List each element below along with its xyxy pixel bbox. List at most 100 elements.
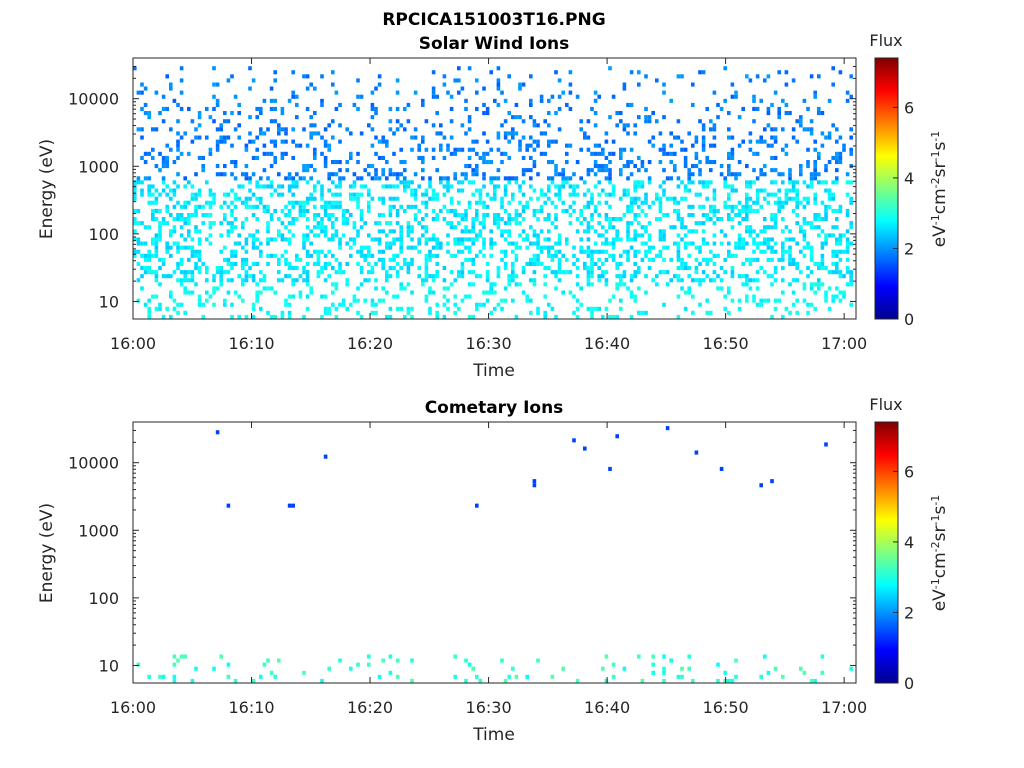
spectrogram-cell — [554, 286, 558, 291]
spectrogram-cell — [255, 229, 259, 234]
spectrogram-cell — [475, 217, 479, 222]
spectrogram-cell — [637, 221, 641, 226]
spectrogram-cell — [651, 200, 655, 205]
spectrogram-cell — [496, 266, 501, 271]
spectrogram-cell — [356, 298, 360, 303]
spectrogram-cell — [302, 168, 306, 173]
spectrogram-cell — [813, 172, 817, 177]
spectrogram-cell — [575, 314, 580, 319]
spectrogram-cell — [165, 106, 169, 111]
spectrogram-cell — [334, 106, 339, 111]
spectrogram-cell — [424, 266, 429, 271]
spectrogram-cell — [766, 123, 771, 128]
spectrogram-cell — [806, 221, 810, 226]
spectrogram-cell — [482, 213, 486, 218]
spectrogram-cell — [323, 294, 328, 299]
spectrogram-cell — [377, 674, 382, 679]
spectrogram-cell — [597, 168, 601, 173]
spectrogram-cell — [496, 176, 501, 181]
spectrogram-cell — [367, 123, 371, 128]
spectrogram-cell — [431, 245, 436, 250]
spectrogram-cell — [262, 143, 267, 148]
spectrogram-cell — [831, 249, 835, 254]
spectrogram-cell — [676, 119, 681, 124]
spectrogram-cell — [460, 172, 465, 177]
spectrogram-cell — [352, 221, 357, 226]
spectrogram-cell — [547, 229, 551, 234]
spectrogram-cell — [356, 204, 360, 209]
spectrogram-cell — [687, 213, 691, 218]
spectrogram-cell — [349, 213, 353, 218]
spectrogram-cell — [820, 200, 825, 205]
spectrogram-cell — [187, 221, 191, 226]
spectrogram-cell — [388, 213, 393, 218]
spectrogram-cell — [532, 261, 537, 266]
spectrogram-cell — [845, 282, 850, 287]
spectrogram-cell — [453, 151, 457, 156]
spectrogram-cell — [212, 82, 216, 87]
spectrogram-cell — [712, 143, 717, 148]
spectrogram-cell — [428, 274, 432, 279]
spectrogram-cell — [676, 184, 681, 189]
spectrogram-cell — [791, 127, 796, 132]
spectrogram-cell — [543, 237, 547, 242]
spectrogram-cell — [457, 274, 461, 279]
spectrogram-cell — [813, 217, 817, 222]
spectrogram-cell — [521, 290, 526, 295]
spectrogram-cell — [590, 266, 594, 271]
spectrogram-cell — [237, 274, 241, 279]
spectrogram-cell — [694, 270, 699, 275]
spectrogram-cell — [773, 241, 778, 246]
spectrogram-cell — [795, 119, 799, 124]
spectrogram-cell — [197, 135, 202, 140]
spectrogram-cell — [388, 172, 393, 177]
spectrogram-cell — [367, 172, 371, 177]
spectrogram-cell — [262, 208, 267, 213]
spectrogram-cell — [143, 270, 148, 275]
spectrogram-cell — [313, 168, 317, 173]
spectrogram-cell — [503, 151, 508, 156]
spectrogram-cell — [381, 139, 385, 144]
spectrogram-cell — [403, 106, 407, 111]
spectrogram-cell — [611, 294, 616, 299]
spectrogram-cell — [233, 196, 238, 201]
spectrogram-cell — [647, 115, 652, 120]
spectrogram-cell — [611, 184, 616, 189]
spectrogram-cell — [662, 82, 666, 87]
spectrogram-cell — [586, 266, 591, 271]
spectrogram-cell — [568, 90, 573, 95]
spectrogram-cell — [428, 310, 432, 315]
spectrogram-cell — [471, 261, 475, 266]
spectrogram-cell — [449, 184, 454, 189]
spectrogram-cell — [291, 503, 295, 508]
spectrogram-cell — [590, 200, 594, 205]
spectrogram-cell — [579, 237, 583, 242]
spectrogram-cell — [320, 102, 324, 107]
spectrogram-cell — [435, 302, 439, 307]
spectrogram-cell — [453, 654, 457, 659]
spectrogram-cell — [154, 200, 159, 205]
spectrogram-cell — [525, 237, 529, 242]
spectrogram-cell — [251, 237, 256, 242]
spectrogram-cell — [338, 658, 342, 663]
spectrogram-cell — [295, 102, 299, 107]
spectrogram-cell — [251, 274, 256, 279]
spectrogram-cell — [507, 229, 511, 234]
spectrogram-cell — [161, 261, 166, 266]
spectrogram-cell — [169, 196, 173, 201]
spectrogram-cell — [295, 184, 299, 189]
spectrogram-cell — [194, 225, 198, 230]
spectrogram-cell — [406, 184, 411, 189]
spectrogram-cell — [727, 151, 731, 156]
spectrogram-cell — [737, 172, 742, 177]
spectrogram-cell — [140, 274, 144, 279]
spectrogram-cell — [230, 172, 234, 177]
spectrogram-cell — [701, 180, 706, 185]
spectrogram-cell — [493, 192, 497, 197]
spectrogram-cell — [442, 278, 447, 283]
spectrogram-cell — [316, 131, 321, 136]
spectrogram-cell — [179, 261, 184, 266]
spectrogram-cell — [514, 245, 519, 250]
spectrogram-cell — [147, 184, 151, 189]
spectrogram-cell — [691, 241, 695, 246]
